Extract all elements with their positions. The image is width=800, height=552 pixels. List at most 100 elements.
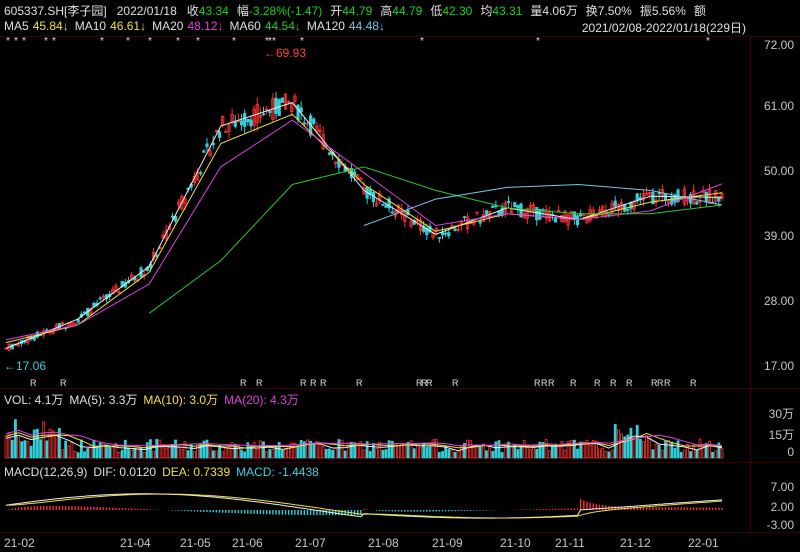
volume-bar <box>692 444 696 459</box>
ma60-label: MA60 <box>229 19 261 33</box>
low-value: 42.30 <box>442 3 473 18</box>
candle-body <box>287 100 291 103</box>
volume-bar <box>708 440 711 459</box>
quote-date: 2022/01/18 <box>116 3 177 18</box>
candle-body <box>296 104 300 121</box>
volume-bar <box>202 440 206 459</box>
star-marker: * <box>536 36 540 47</box>
star-marker: * <box>706 36 710 47</box>
candle-body <box>243 113 247 127</box>
volume-bar <box>494 441 498 459</box>
r-marker: R <box>594 378 601 388</box>
amplitude-label: 振 <box>639 4 652 18</box>
candle-body <box>170 215 175 218</box>
volume-bar <box>224 447 228 459</box>
volume-bar <box>246 442 250 459</box>
volume-bar <box>48 428 52 459</box>
volume-bar <box>274 446 278 459</box>
volume-bar <box>695 449 699 459</box>
volume-bar <box>375 448 378 459</box>
volume-bar <box>362 449 366 459</box>
volume-bar <box>635 424 639 459</box>
volume-bar <box>215 450 218 459</box>
volume-bar <box>453 452 457 459</box>
candle-body <box>302 122 306 125</box>
candle-body <box>566 214 570 226</box>
volume-bar <box>73 451 77 459</box>
volume-bar <box>547 450 551 459</box>
candle-body <box>418 219 423 231</box>
r-marker: R <box>452 378 459 388</box>
volume-bar <box>466 439 470 459</box>
candle-body <box>437 236 441 239</box>
ma20-value: 48.12↓ <box>187 19 224 33</box>
r-marker: R <box>548 378 555 388</box>
volume-bar <box>337 439 341 459</box>
ma5-value: 45.84↓ <box>32 19 69 33</box>
candles <box>4 91 724 352</box>
volume-bar <box>54 434 58 459</box>
volume-bar <box>302 441 306 459</box>
volume-bar <box>183 441 187 459</box>
candle-body <box>183 198 187 204</box>
candle-body <box>478 221 482 224</box>
star-marker: * <box>272 36 276 47</box>
candle-body <box>475 211 479 214</box>
star-marker: * <box>148 36 152 47</box>
candle-body <box>531 204 536 212</box>
max-price-label: ←69.93 <box>264 46 307 60</box>
candle-body <box>202 150 206 153</box>
volume-bar <box>441 451 444 459</box>
star-marker: * <box>196 36 200 47</box>
candle-body <box>249 119 253 127</box>
volume-bar <box>431 439 435 459</box>
candle-body <box>221 115 225 126</box>
candle-body <box>76 319 80 323</box>
volume-bar <box>557 445 561 459</box>
volume-bar <box>180 449 184 459</box>
volume-bar <box>130 450 134 459</box>
candle-body <box>714 190 718 203</box>
x-tick: 21-09 <box>432 536 463 550</box>
candle-body <box>98 297 102 300</box>
r-marker: R <box>651 378 658 388</box>
star-marker: * <box>52 36 56 47</box>
candle-body <box>569 211 573 218</box>
volume-bar <box>368 451 372 459</box>
star-marker: * <box>420 36 424 47</box>
candle-body <box>626 209 630 211</box>
volume-bar <box>309 440 313 459</box>
volume-bar <box>158 439 162 459</box>
volume-bar <box>324 448 328 459</box>
candle-body <box>538 209 542 220</box>
macd-chart[interactable] <box>0 476 750 532</box>
candle-body <box>645 192 649 196</box>
r-marker: R <box>570 378 577 388</box>
volume-ma-line <box>5 429 723 447</box>
candle-body <box>651 192 655 205</box>
volume-bar <box>95 446 99 459</box>
price-chart[interactable]: * * * * * * * * * * * * * * * * * *R R R R R R R R RRR R R R R R R R R R R R… <box>0 36 750 388</box>
macd-title: MACD(12,26,9) <box>4 465 88 479</box>
candle-body <box>582 214 586 217</box>
r-marker: R <box>30 378 37 388</box>
amplitude-value: 5.56% <box>651 3 686 18</box>
volume-chart[interactable] <box>0 402 750 462</box>
candle-body <box>720 193 724 199</box>
volume-bar <box>230 442 234 459</box>
x-tick: 21-06 <box>232 536 263 550</box>
stock-code[interactable]: 605337.SH[李子园] <box>4 4 107 18</box>
volume-bar <box>450 448 454 459</box>
candle-body <box>82 311 87 314</box>
amount-label: 额 <box>693 4 706 18</box>
volume-bar <box>384 449 388 459</box>
price-tick: 61.00 <box>763 99 794 113</box>
candle-body <box>453 228 457 231</box>
ma10-value: 46.61↓ <box>110 19 147 33</box>
candle-body <box>484 210 489 215</box>
divider-axis <box>0 532 800 533</box>
volume-bar <box>676 440 680 459</box>
ma5-label: MA5 <box>4 19 29 33</box>
volume-bar <box>594 440 598 459</box>
volume-bar <box>20 441 24 459</box>
